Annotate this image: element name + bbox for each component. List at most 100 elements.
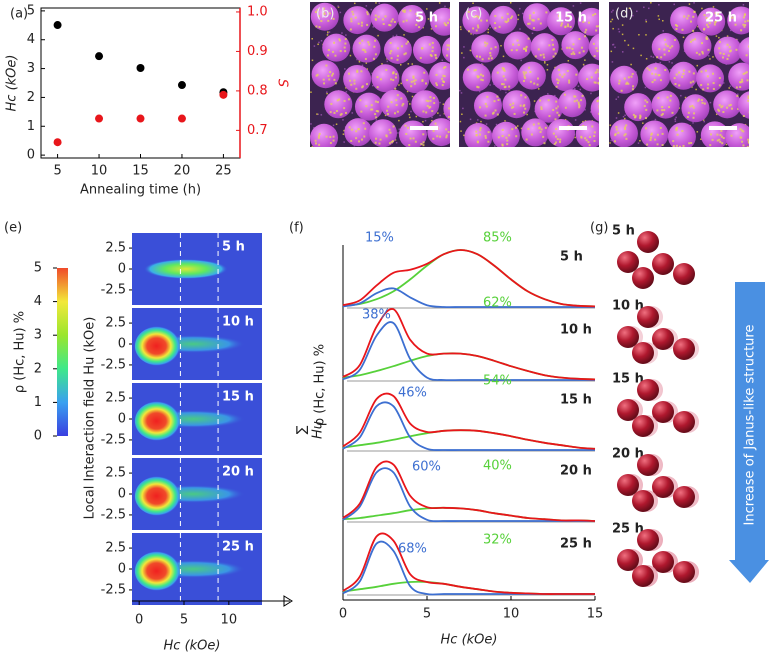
particle-speckle <box>473 69 476 72</box>
speckle <box>365 5 368 7</box>
particle-speckle <box>566 23 569 26</box>
micrograph <box>459 2 602 147</box>
particle-speckle <box>656 56 659 59</box>
particle-speckle <box>317 134 320 137</box>
particle-speckle <box>365 105 368 108</box>
particle-speckle <box>540 108 543 111</box>
particle-speckle <box>568 19 571 22</box>
speckle <box>645 19 647 21</box>
speckle <box>310 91 312 93</box>
particle-speckle <box>509 103 512 106</box>
speckle <box>326 34 329 36</box>
speckle <box>521 12 524 15</box>
speckle <box>643 6 645 9</box>
speckle <box>554 94 556 97</box>
particle-speckle <box>741 80 744 83</box>
nanoparticle <box>491 62 520 91</box>
particle-speckle <box>707 25 710 28</box>
panel-time-label: 15 h <box>560 393 592 408</box>
particle-speckle <box>600 24 602 26</box>
speckle <box>358 61 361 63</box>
particle-speckle <box>375 110 378 113</box>
speckle <box>610 20 612 23</box>
particle-speckle <box>329 111 332 114</box>
nanoparticle <box>640 120 669 147</box>
particle-speckle <box>557 14 560 17</box>
speckle <box>675 116 677 119</box>
particle-speckle <box>720 106 723 109</box>
particle-speckle <box>532 19 535 22</box>
colorbar-tick-label: 3 <box>34 328 42 343</box>
particle-speckle <box>349 79 352 82</box>
particle-speckle <box>484 114 487 117</box>
particle-speckle <box>689 105 692 108</box>
particle-speckle <box>374 53 377 56</box>
particle-speckle <box>358 140 361 143</box>
particle-speckle <box>480 19 483 22</box>
nanoparticle <box>311 60 340 89</box>
particle-speckle <box>584 137 587 140</box>
particle-speckle <box>344 42 347 45</box>
particle-speckle <box>674 24 677 27</box>
speckle <box>487 31 489 34</box>
particle-speckle <box>586 78 589 81</box>
speckle <box>673 3 675 6</box>
fit-curve <box>342 467 595 523</box>
particle-speckle <box>734 23 737 26</box>
particle-speckle <box>334 82 337 85</box>
y-tick-label: 2.5 <box>105 316 126 331</box>
particle-speckle <box>620 89 623 92</box>
speckle <box>678 107 680 109</box>
particle-speckle <box>744 72 747 75</box>
particle-speckle <box>344 50 347 53</box>
particle-speckle <box>743 14 746 17</box>
y-tick-label: 0 <box>118 337 126 352</box>
particle-speckle <box>476 24 479 27</box>
particle-speckle <box>339 49 342 52</box>
sphere <box>617 549 639 571</box>
speckle <box>311 59 314 62</box>
speckle <box>395 34 398 37</box>
particle-speckle <box>559 138 562 141</box>
speckle <box>696 64 699 67</box>
nanoparticle <box>642 62 671 91</box>
particle-speckle <box>392 79 395 82</box>
particle-speckle <box>493 100 496 103</box>
particle-speckle <box>555 135 558 138</box>
scale-bar <box>410 126 438 130</box>
particle-speckle <box>364 57 367 60</box>
particle-speckle <box>524 49 527 52</box>
speckle <box>718 36 720 39</box>
particle-speckle <box>718 77 721 80</box>
particle-speckle <box>577 101 580 104</box>
particle-speckle <box>373 45 376 48</box>
particle-speckle <box>494 46 497 49</box>
particle-speckle <box>694 38 697 41</box>
particle-speckle <box>481 79 484 82</box>
x-tick-label: 15 <box>132 164 149 179</box>
nanoparticle <box>669 61 698 90</box>
particle-speckle <box>435 84 438 87</box>
speckle <box>609 124 612 126</box>
speckle <box>610 50 613 53</box>
particle-speckle <box>523 73 526 76</box>
particle-speckle <box>545 11 548 14</box>
particle-speckle <box>392 71 395 74</box>
particle-speckle <box>673 38 676 41</box>
particle-speckle <box>381 18 384 21</box>
speckle <box>520 59 522 62</box>
speckle <box>372 26 375 28</box>
particle-speckle <box>654 73 657 76</box>
speckle <box>519 7 521 10</box>
speckle <box>489 84 491 86</box>
speckle <box>356 58 358 61</box>
particle-speckle <box>548 115 551 118</box>
particle-speckle <box>418 16 421 19</box>
colorbar-tick-label: 4 <box>34 294 42 309</box>
particle-speckle <box>543 142 546 145</box>
particle-speckle <box>360 138 363 141</box>
particle-speckle <box>703 27 706 30</box>
speckle <box>316 113 318 115</box>
particle-speckle <box>591 125 594 128</box>
y-tick-label: 0 <box>118 262 126 277</box>
